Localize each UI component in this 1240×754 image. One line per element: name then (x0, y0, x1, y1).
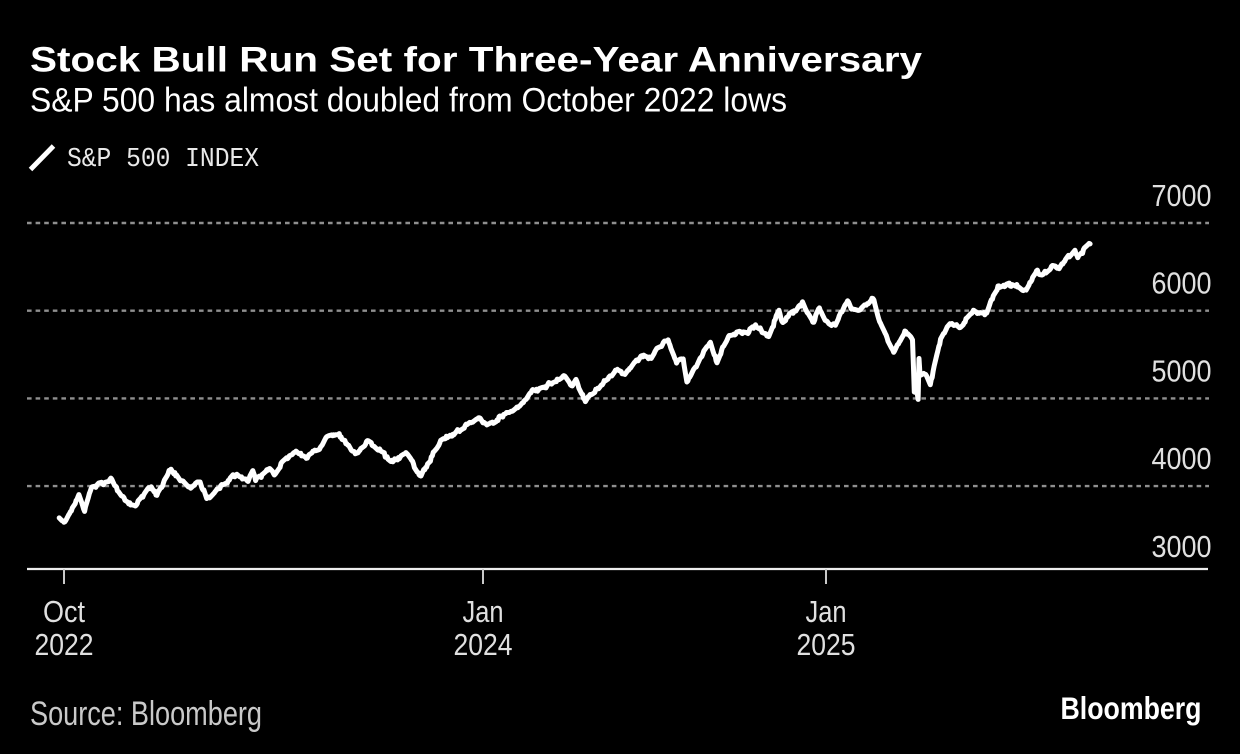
svg-text:Jan: Jan (806, 594, 847, 629)
svg-text:Bloomberg: Bloomberg (1061, 690, 1202, 726)
svg-text:S&P 500 INDEX: S&P 500 INDEX (67, 145, 259, 175)
svg-text:S&P 500 has almost doubled fro: S&P 500 has almost doubled from October … (30, 82, 787, 120)
svg-text:Jan: Jan (463, 594, 504, 629)
svg-text:7000: 7000 (1152, 178, 1212, 213)
svg-text:3000: 3000 (1152, 529, 1212, 564)
svg-text:5000: 5000 (1152, 353, 1212, 388)
svg-text:6000: 6000 (1152, 266, 1212, 301)
svg-text:Source: Bloomberg: Source: Bloomberg (30, 695, 262, 733)
svg-text:4000: 4000 (1152, 441, 1212, 476)
svg-text:2025: 2025 (797, 627, 856, 662)
svg-text:2024: 2024 (454, 627, 513, 662)
svg-text:2022: 2022 (35, 627, 94, 662)
svg-text:Stock Bull Run Set for Three-Y: Stock Bull Run Set for Three-Year Annive… (30, 40, 922, 80)
svg-text:Oct: Oct (43, 594, 85, 629)
